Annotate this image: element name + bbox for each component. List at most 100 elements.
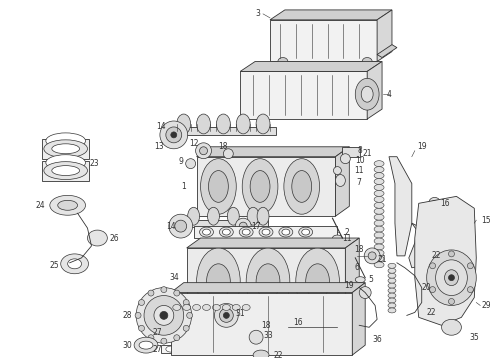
Ellipse shape (200, 159, 236, 214)
Ellipse shape (374, 190, 384, 196)
Ellipse shape (199, 147, 207, 155)
Ellipse shape (52, 144, 79, 154)
Polygon shape (336, 147, 349, 216)
Ellipse shape (136, 288, 192, 343)
Ellipse shape (174, 335, 180, 341)
Text: 21: 21 (363, 149, 372, 158)
Ellipse shape (374, 161, 384, 167)
Ellipse shape (374, 262, 384, 268)
Ellipse shape (68, 259, 81, 269)
Ellipse shape (374, 226, 384, 232)
Ellipse shape (213, 326, 228, 338)
Text: 10: 10 (355, 156, 365, 165)
Ellipse shape (166, 346, 176, 352)
Ellipse shape (139, 341, 153, 349)
Polygon shape (290, 325, 318, 337)
Bar (42, 161, 90, 180)
Bar (161, 324, 351, 338)
Ellipse shape (187, 312, 193, 318)
Ellipse shape (305, 346, 315, 352)
Ellipse shape (448, 251, 454, 257)
Ellipse shape (222, 305, 230, 310)
Ellipse shape (171, 326, 187, 338)
Text: 15: 15 (481, 216, 490, 225)
Ellipse shape (50, 195, 86, 215)
Ellipse shape (374, 196, 384, 202)
Text: 11: 11 (354, 166, 364, 175)
Ellipse shape (278, 58, 288, 66)
Ellipse shape (220, 309, 233, 322)
Ellipse shape (44, 162, 88, 180)
Text: 19: 19 (344, 281, 354, 290)
Ellipse shape (161, 287, 167, 293)
Ellipse shape (220, 227, 233, 237)
Ellipse shape (362, 58, 372, 66)
Text: 18: 18 (354, 246, 364, 255)
Ellipse shape (173, 305, 181, 310)
Ellipse shape (250, 171, 270, 202)
Ellipse shape (58, 200, 77, 210)
Ellipse shape (441, 319, 462, 335)
Ellipse shape (160, 311, 168, 319)
Text: 4: 4 (387, 90, 392, 99)
Ellipse shape (388, 278, 396, 283)
Ellipse shape (265, 346, 275, 352)
Ellipse shape (355, 277, 365, 283)
Text: 13: 13 (154, 142, 164, 151)
Text: 19: 19 (417, 142, 426, 151)
Polygon shape (270, 20, 377, 62)
Ellipse shape (196, 248, 240, 315)
Text: 14: 14 (156, 122, 166, 131)
Ellipse shape (161, 338, 167, 344)
Polygon shape (165, 325, 193, 337)
Ellipse shape (388, 303, 396, 308)
Ellipse shape (254, 326, 270, 338)
Ellipse shape (388, 273, 396, 278)
Ellipse shape (246, 248, 290, 315)
Text: 8: 8 (358, 146, 363, 155)
Ellipse shape (222, 229, 230, 235)
Ellipse shape (296, 248, 340, 315)
Ellipse shape (160, 121, 188, 149)
Ellipse shape (388, 298, 396, 303)
Ellipse shape (247, 207, 259, 225)
Text: 1: 1 (181, 182, 186, 191)
Ellipse shape (374, 250, 384, 256)
Bar (42, 139, 90, 159)
Ellipse shape (171, 132, 177, 138)
Ellipse shape (232, 305, 240, 310)
Ellipse shape (432, 200, 438, 206)
Polygon shape (377, 10, 392, 62)
Text: 11: 11 (343, 234, 352, 243)
Ellipse shape (429, 197, 441, 209)
Polygon shape (196, 147, 349, 157)
Ellipse shape (262, 229, 270, 235)
Ellipse shape (196, 114, 211, 134)
Text: 31: 31 (235, 309, 245, 318)
Ellipse shape (282, 229, 290, 235)
Ellipse shape (144, 296, 184, 335)
Text: 7: 7 (357, 178, 362, 187)
Ellipse shape (374, 214, 384, 220)
Ellipse shape (427, 250, 476, 306)
Ellipse shape (227, 207, 239, 225)
Ellipse shape (183, 305, 191, 310)
Text: 22: 22 (432, 251, 441, 260)
Ellipse shape (88, 230, 107, 246)
Text: 34: 34 (169, 273, 179, 282)
Polygon shape (270, 10, 392, 20)
Ellipse shape (186, 159, 196, 168)
Ellipse shape (242, 229, 250, 235)
Ellipse shape (359, 287, 371, 298)
Ellipse shape (388, 288, 396, 293)
Ellipse shape (374, 172, 384, 179)
Text: 17: 17 (251, 222, 261, 231)
Polygon shape (206, 325, 234, 337)
Text: 2: 2 (345, 228, 350, 237)
Ellipse shape (299, 227, 313, 237)
Ellipse shape (302, 229, 310, 235)
Ellipse shape (174, 290, 180, 296)
Ellipse shape (374, 184, 384, 190)
Ellipse shape (46, 155, 86, 171)
Text: 5: 5 (368, 275, 373, 284)
